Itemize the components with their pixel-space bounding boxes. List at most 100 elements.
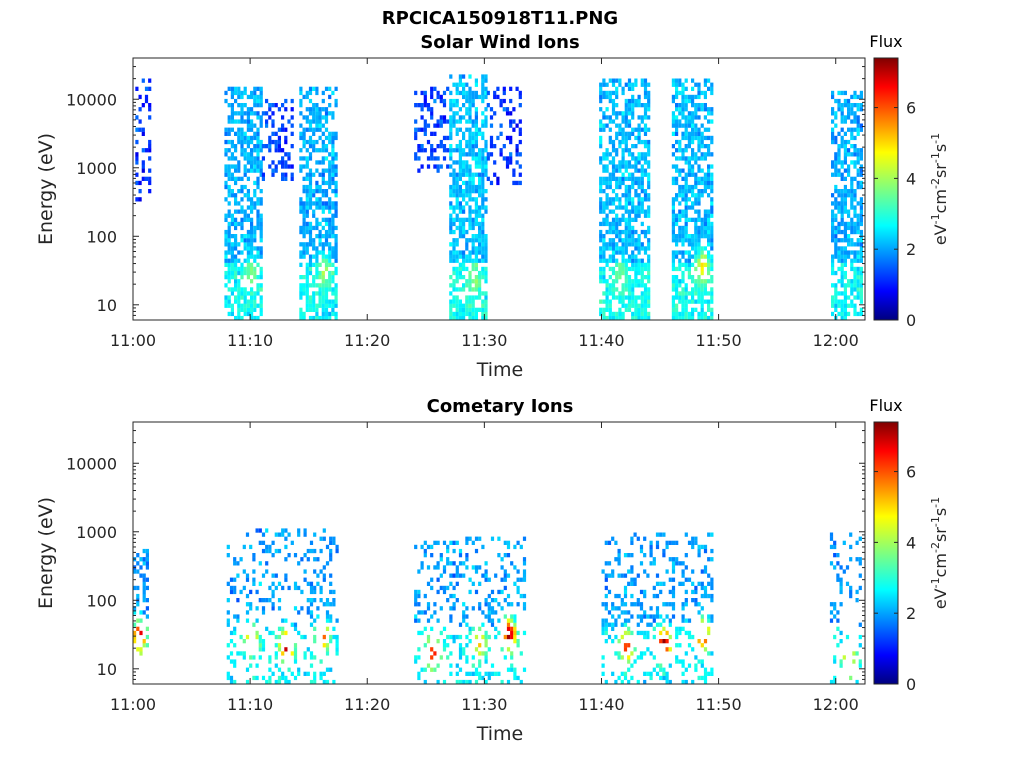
- heatmap-cell: [859, 242, 863, 247]
- heatmap-cell: [840, 250, 844, 255]
- heatmap-cell: [611, 622, 615, 627]
- heatmap-cell: [313, 671, 317, 676]
- heatmap-cell: [630, 602, 634, 607]
- heatmap-cell: [681, 123, 685, 128]
- heatmap-cell: [856, 172, 860, 177]
- heatmap-cell: [621, 287, 625, 292]
- heatmap-cell: [417, 168, 421, 173]
- heatmap-cell: [230, 94, 234, 100]
- heatmap-cell: [675, 82, 679, 87]
- heatmap-cell: [230, 189, 234, 194]
- heatmap-cell: [240, 217, 244, 222]
- heatmap-cell: [240, 234, 244, 239]
- heatmap-cell: [308, 266, 313, 272]
- heatmap-cell: [850, 131, 854, 136]
- heatmap-cell: [246, 246, 250, 251]
- heatmap-cell: [850, 258, 854, 263]
- heatmap-cell: [678, 193, 682, 198]
- heatmap-cell: [618, 315, 622, 321]
- heatmap-cell: [516, 589, 520, 595]
- heatmap-cell: [627, 643, 631, 648]
- heatmap-cell: [697, 275, 701, 280]
- heatmap-cell: [681, 176, 685, 181]
- heatmap-cell: [142, 561, 146, 566]
- heatmap-cell: [700, 663, 704, 668]
- heatmap-cell: [684, 311, 688, 317]
- heatmap-cell: [268, 659, 272, 664]
- heatmap-cell: [452, 221, 456, 227]
- heatmap-cell: [605, 184, 609, 190]
- heatmap-cell: [710, 111, 714, 116]
- heatmap-cell: [856, 279, 860, 284]
- heatmap-cell: [627, 275, 632, 280]
- heatmap-cell: [631, 180, 635, 186]
- heatmap-cell: [250, 201, 254, 206]
- heatmap-cell: [268, 107, 272, 112]
- heatmap-cell: [503, 585, 507, 591]
- heatmap-cell: [465, 679, 469, 685]
- heatmap-cell: [139, 618, 143, 623]
- heatmap-cell: [468, 193, 472, 198]
- heatmap-cell: [142, 610, 146, 615]
- heatmap-cell: [471, 217, 475, 222]
- heatmap-cell: [831, 270, 835, 276]
- heatmap-cell: [694, 663, 698, 668]
- heatmap-cell: [687, 275, 691, 280]
- heatmap-cell: [277, 107, 281, 112]
- heatmap-cell: [481, 176, 485, 181]
- heatmap-cell: [458, 307, 462, 312]
- heatmap-cell: [309, 589, 314, 595]
- heatmap-cell: [621, 250, 625, 255]
- heatmap-cell: [839, 639, 843, 644]
- heatmap-cell: [250, 254, 254, 259]
- heatmap-cell: [331, 270, 335, 276]
- heatmap-cell: [328, 250, 332, 255]
- heatmap-cell: [671, 201, 675, 206]
- heatmap-cell: [135, 172, 139, 177]
- heatmap-cell: [627, 135, 632, 141]
- heatmap-cell: [439, 606, 443, 611]
- heatmap-cell: [710, 598, 714, 603]
- heatmap-cell: [859, 90, 863, 96]
- heatmap-cell: [859, 287, 863, 292]
- heatmap-cell: [237, 90, 241, 96]
- heatmap-cell: [700, 90, 704, 96]
- heatmap-cell: [700, 544, 704, 550]
- heatmap-cell: [331, 217, 335, 222]
- heatmap-cell: [850, 176, 854, 181]
- heatmap-cell: [465, 536, 469, 541]
- heatmap-cell: [299, 287, 303, 292]
- heatmap-cell: [449, 540, 453, 545]
- heatmap-cell: [681, 197, 685, 202]
- heatmap-cell: [465, 246, 469, 251]
- heatmap-cell: [703, 184, 707, 190]
- heatmap-cell: [605, 123, 609, 128]
- heatmap-cell: [681, 573, 685, 578]
- heatmap-cell: [703, 254, 707, 259]
- heatmap-cell: [710, 209, 714, 214]
- heatmap-cell: [608, 258, 612, 263]
- heatmap-cell: [332, 598, 336, 603]
- heatmap-cell: [328, 139, 332, 145]
- heatmap-cell: [230, 270, 234, 276]
- heatmap-cell: [331, 229, 335, 235]
- heatmap-cell: [847, 225, 851, 231]
- heatmap-cell: [293, 626, 298, 631]
- heatmap-cell: [458, 275, 462, 280]
- heatmap-cell: [518, 131, 522, 136]
- heatmap-cell: [691, 205, 695, 210]
- heatmap-cell: [449, 144, 453, 149]
- heatmap-cell: [325, 614, 330, 619]
- heatmap-cell: [481, 246, 485, 251]
- heatmap-cell: [691, 598, 695, 603]
- heatmap-cell: [640, 152, 644, 157]
- heatmap-cell: [840, 144, 844, 149]
- heatmap-cell: [299, 156, 303, 161]
- heatmap-cell: [458, 107, 462, 112]
- heatmap-cell: [859, 238, 863, 243]
- heatmap-cell: [611, 111, 616, 116]
- heatmap-cell: [246, 115, 250, 120]
- heatmap-cell: [487, 610, 491, 615]
- heatmap-cell: [436, 589, 440, 595]
- heatmap-cell: [423, 643, 427, 648]
